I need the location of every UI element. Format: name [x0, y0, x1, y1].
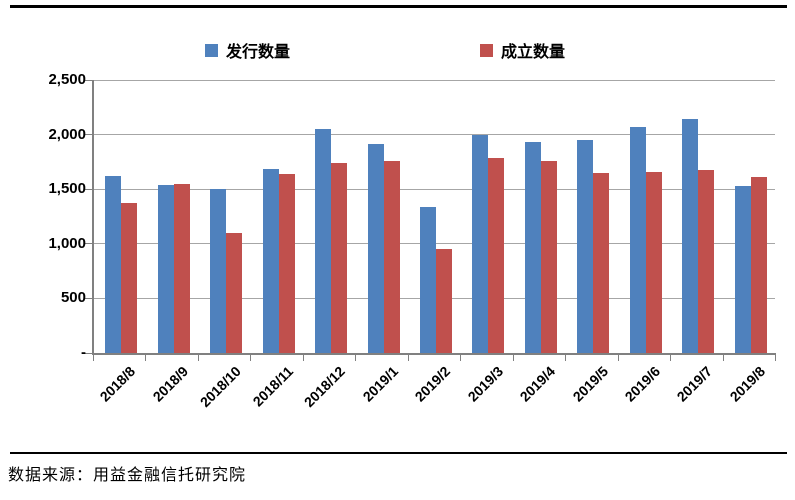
x-axis-tick	[302, 355, 304, 361]
legend-item-establish: 成立数量	[480, 40, 566, 61]
x-axis-tick	[670, 355, 672, 361]
y-axis-tick-label: 500	[60, 289, 86, 307]
y-axis-line	[92, 80, 94, 355]
bar-issue	[367, 143, 384, 353]
bar-establish	[331, 162, 348, 353]
legend-label-establish: 成立数量	[501, 44, 566, 61]
x-axis-tick	[355, 355, 357, 361]
x-axis-tick-label: 2019/5	[569, 363, 611, 405]
x-axis-tick	[250, 355, 252, 361]
bar-establish	[750, 177, 767, 353]
chart-legend: 发行数量 成立数量	[0, 40, 795, 62]
bar-establish	[488, 157, 505, 353]
y-axis-tick	[85, 79, 92, 81]
bar-issue	[577, 139, 594, 353]
x-axis-tick	[460, 355, 462, 361]
bar-establish	[645, 171, 662, 353]
bar-issue	[524, 142, 541, 353]
bar-issue	[105, 176, 122, 353]
legend-swatch-establish-icon	[480, 43, 493, 57]
y-axis-tick-label: 2,500	[48, 71, 86, 88]
x-axis-tick	[93, 355, 94, 361]
x-axis-tick	[617, 355, 619, 361]
x-axis-tick-label: 2018/11	[249, 363, 296, 410]
bar-issue	[210, 189, 227, 353]
y-axis-tick	[85, 188, 92, 190]
bar-issue	[734, 186, 751, 353]
bar-establish	[173, 183, 190, 353]
x-axis-tick-label: 2019/1	[359, 363, 401, 405]
source-note: 数据来源：用益金融信托研究院	[8, 465, 247, 484]
y-axis-tick	[85, 352, 92, 354]
bar-issue	[157, 184, 174, 353]
bar-issue	[472, 134, 489, 353]
x-axis-tick-label: 2018/12	[301, 363, 349, 411]
bar-establish	[698, 169, 715, 353]
x-axis-tick-label: 2018/8	[96, 363, 139, 405]
bar-issue	[420, 207, 436, 353]
bar-establish	[226, 233, 243, 353]
x-axis-tick-label: 2019/3	[464, 363, 506, 405]
legend-swatch-issue-icon	[205, 43, 218, 57]
bottom-divider-rule	[10, 452, 787, 454]
bar-establish	[540, 161, 557, 353]
bar-issue	[629, 126, 646, 353]
x-axis-tick	[145, 355, 147, 361]
x-axis-line	[92, 353, 776, 355]
y-axis-tick-label: -	[81, 344, 86, 361]
bar-issue	[315, 129, 332, 353]
bar-establish	[436, 248, 452, 353]
top-divider-rule	[10, 5, 787, 8]
x-axis-tick-label: 2019/7	[674, 363, 716, 405]
y-axis-tick	[85, 134, 92, 136]
bar-issue	[682, 119, 699, 353]
gridline	[93, 134, 775, 136]
y-axis-tick	[85, 297, 92, 299]
bar-establish	[593, 172, 610, 353]
x-axis-tick-label: 2018/9	[149, 363, 192, 405]
x-axis-tick	[512, 355, 514, 361]
x-axis-tick	[722, 355, 724, 361]
gridline	[93, 79, 775, 81]
x-axis-tick-label: 2019/6	[621, 363, 664, 405]
bar-establish	[383, 160, 400, 353]
x-axis-tick-label: 2019/4	[516, 363, 559, 405]
x-axis-tick	[407, 355, 409, 361]
bar-establish	[121, 202, 138, 353]
x-axis-tick-label: 2019/2	[411, 363, 454, 405]
x-axis-tick	[197, 355, 199, 361]
x-axis-tick	[565, 355, 567, 361]
x-axis-tick-label: 2019/8	[726, 363, 769, 405]
bar-establish	[278, 174, 295, 353]
y-axis-tick-label: 2,000	[48, 125, 86, 143]
y-axis-tick-label: 1,000	[48, 234, 86, 252]
x-axis-tick-label: 2018/10	[196, 363, 244, 411]
legend-item-issue: 发行数量	[205, 40, 291, 61]
y-axis-tick-label: 1,500	[48, 180, 86, 198]
bar-issue	[262, 168, 279, 353]
gridline	[93, 188, 775, 190]
y-axis-tick	[85, 243, 92, 245]
legend-label-issue: 发行数量	[226, 44, 291, 61]
x-axis-tick	[775, 355, 776, 361]
